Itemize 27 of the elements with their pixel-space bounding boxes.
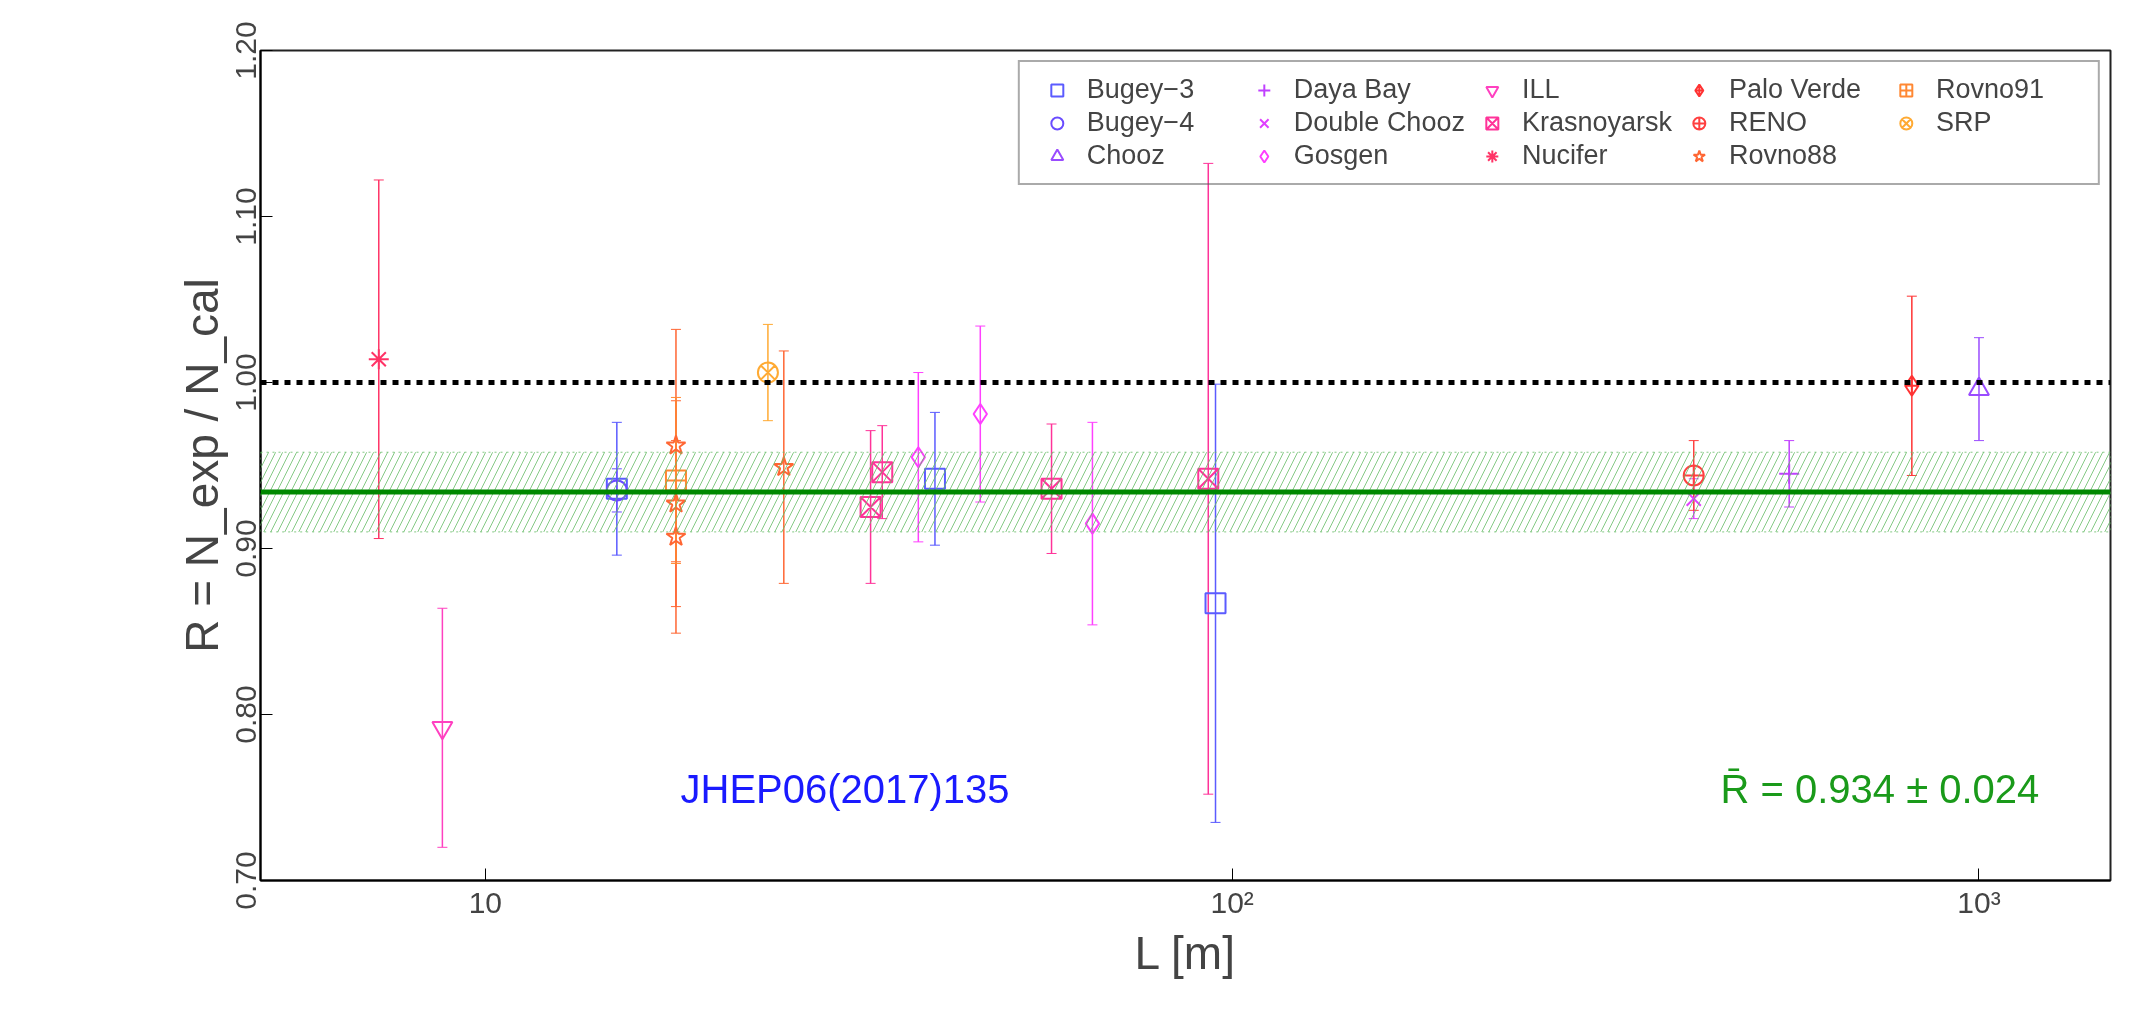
legend-label: Nucifer: [1521, 140, 1609, 171]
legend-label: Rovno88: [1729, 140, 1839, 171]
x-axis-title: L [m]: [1134, 926, 1235, 979]
y-tick-label: 1.20: [228, 21, 262, 80]
y-tick-label: 1.10: [228, 187, 262, 246]
x-tick-label: 10²: [1210, 885, 1254, 919]
y-axis-title: R = N_exp / N_cal: [175, 278, 228, 653]
y-tick-label: 0.80: [228, 685, 262, 744]
legend-label: Krasnoyarsk: [1521, 107, 1672, 138]
x-tick-label: 10³: [1957, 885, 2001, 919]
legend-label: Gosgen: [1293, 140, 1390, 171]
legend-label: SRP: [1936, 107, 1993, 138]
legend-label: Palo Verde: [1729, 74, 1863, 105]
y-tick-label: 0.90: [228, 519, 262, 578]
legend-label: Chooz: [1086, 140, 1166, 171]
legend-label: RENO: [1729, 107, 1808, 138]
x-tick-label: 10: [468, 885, 503, 919]
legend-label: Bugey−4: [1086, 107, 1196, 138]
legend-label: ILL: [1521, 74, 1561, 105]
legend-label: Rovno91: [1936, 74, 2046, 105]
annotation: JHEP06(2017)135: [680, 766, 1010, 811]
y-tick-label: 0.70: [228, 851, 262, 910]
annotation: R̄ = 0.934 ± 0.024: [1720, 766, 2040, 811]
legend-label: Bugey−3: [1086, 74, 1196, 105]
y-tick-label: 1.00: [228, 353, 262, 412]
legend-label: Daya Bay: [1293, 74, 1412, 105]
legend-label: Double Chooz: [1293, 107, 1465, 138]
